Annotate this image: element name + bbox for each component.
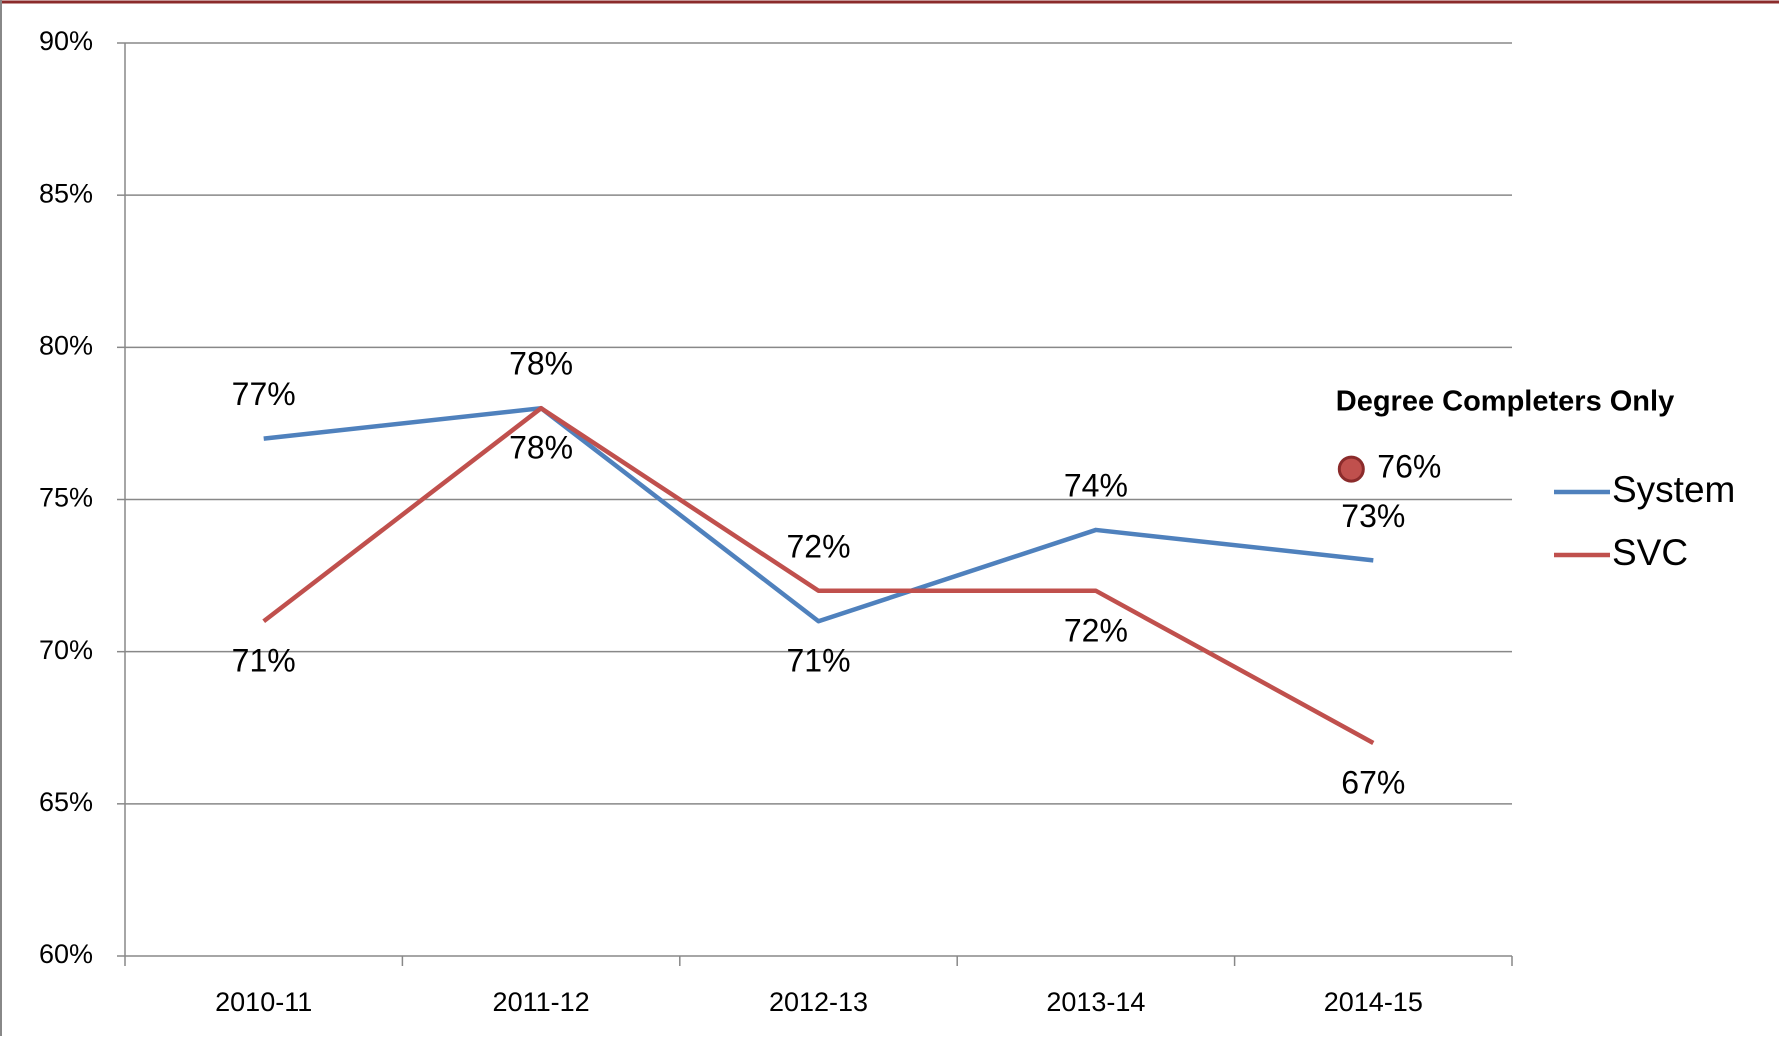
y-tick-label: 70% xyxy=(39,635,93,665)
series-line xyxy=(262,405,1375,745)
y-tick-label: 60% xyxy=(39,939,93,969)
data-label: 72% xyxy=(786,528,850,564)
annotation-title: Degree Completers Only xyxy=(1336,386,1674,418)
y-tick-label: 90% xyxy=(39,26,93,56)
y-tick-label: 85% xyxy=(39,178,93,208)
series-line xyxy=(263,405,1374,624)
x-tick-label: 2010-11 xyxy=(215,987,312,1017)
legend-label: System xyxy=(1612,469,1735,510)
x-tick-label: 2013-14 xyxy=(1046,987,1145,1017)
y-tick-label: 80% xyxy=(39,330,93,360)
data-label: 72% xyxy=(1064,612,1128,648)
data-label: 78% xyxy=(509,346,573,382)
y-tick-label: 65% xyxy=(39,787,93,817)
legend-label: SVC xyxy=(1612,532,1688,573)
data-label: 73% xyxy=(1341,498,1405,534)
annotation-point xyxy=(1337,455,1365,483)
x-tick-label: 2012-13 xyxy=(769,987,868,1017)
data-label: 77% xyxy=(232,376,296,412)
x-tick-label: 2014-15 xyxy=(1324,987,1423,1017)
data-label: 78% xyxy=(509,430,573,466)
data-label: 71% xyxy=(786,643,850,679)
x-tick-label: 2011-12 xyxy=(493,987,590,1017)
data-label: 74% xyxy=(1064,467,1128,503)
y-tick-label: 75% xyxy=(39,483,93,513)
data-label: 71% xyxy=(232,643,296,679)
data-label: 67% xyxy=(1341,764,1405,800)
annotation-label: 76% xyxy=(1377,449,1441,485)
